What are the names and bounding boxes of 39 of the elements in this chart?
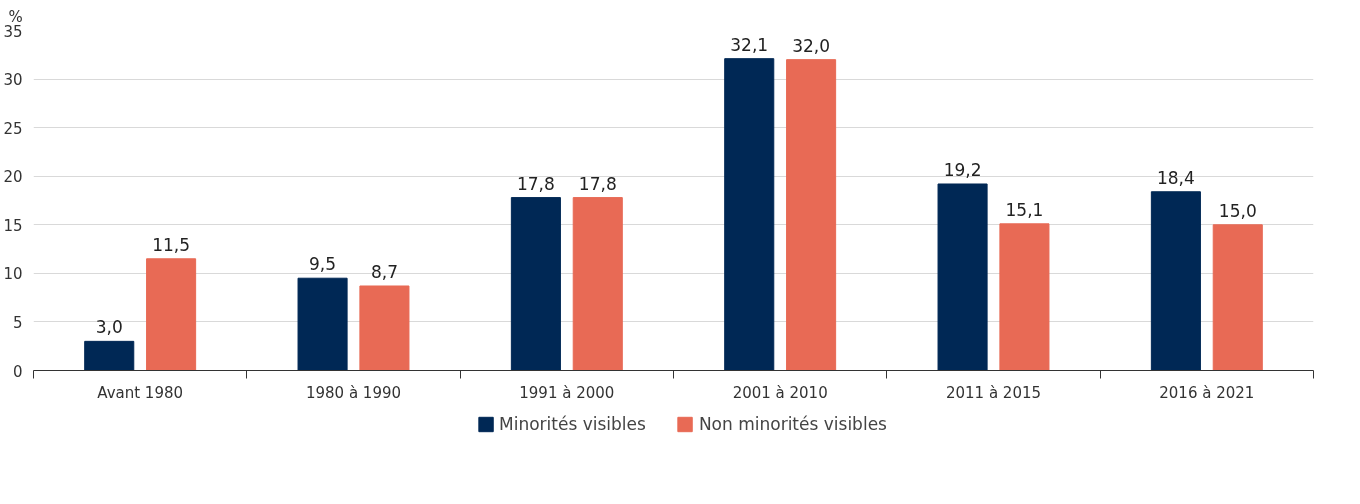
y-tick-label: 10 bbox=[3, 265, 23, 284]
bar bbox=[510, 197, 561, 371]
x-tick-label: 1991 à 2000 bbox=[519, 383, 615, 402]
y-tick-label: 25 bbox=[3, 119, 23, 138]
y-tick-label: 20 bbox=[3, 168, 23, 187]
bar bbox=[999, 223, 1050, 371]
data-label: 18,4 bbox=[1156, 167, 1195, 188]
data-label: 3,0 bbox=[95, 317, 123, 338]
data-label: 32,1 bbox=[730, 34, 769, 55]
data-label: 32,0 bbox=[792, 35, 831, 56]
y-tick-label: 5 bbox=[12, 313, 23, 332]
bar bbox=[1150, 191, 1201, 371]
bar bbox=[1212, 224, 1263, 371]
data-label: 11,5 bbox=[152, 234, 191, 255]
data-label: 19,2 bbox=[943, 159, 982, 180]
bar bbox=[937, 183, 988, 371]
legend-label: Minorités visibles bbox=[499, 414, 646, 434]
bar bbox=[572, 197, 623, 371]
y-tick-label: 15 bbox=[3, 216, 23, 235]
data-label: 17,8 bbox=[578, 173, 617, 194]
bar bbox=[786, 59, 837, 371]
y-tick-label: 0 bbox=[12, 362, 23, 381]
x-tick-label: 1980 à 1990 bbox=[305, 383, 402, 402]
legend-label: Non minorités visibles bbox=[698, 414, 887, 434]
bar bbox=[724, 58, 775, 371]
bar bbox=[146, 258, 197, 371]
data-label: 8,7 bbox=[370, 261, 398, 282]
bar bbox=[84, 340, 135, 371]
bar bbox=[359, 285, 410, 371]
data-label: 17,8 bbox=[516, 173, 555, 194]
x-tick-label: 2011 à 2015 bbox=[945, 383, 1042, 402]
x-tick-label: 2001 à 2010 bbox=[732, 383, 828, 402]
data-label: 9,5 bbox=[309, 254, 337, 275]
y-tick-label: 30 bbox=[3, 71, 23, 90]
bar bbox=[297, 277, 348, 371]
data-label: 15,1 bbox=[1005, 199, 1044, 220]
x-tick-label: 2016 à 2021 bbox=[1159, 383, 1255, 402]
x-tick-label: Avant 1980 bbox=[97, 383, 184, 402]
data-label: 15,0 bbox=[1218, 200, 1257, 221]
